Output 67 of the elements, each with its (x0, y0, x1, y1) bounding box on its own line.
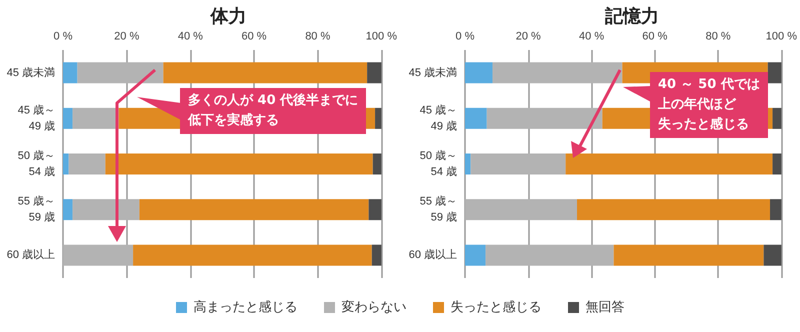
bar (139, 199, 369, 220)
legend-label: 失ったと感じる (450, 299, 542, 316)
y-tick-label: 45 歳未満 (408, 66, 457, 79)
bar (465, 199, 578, 220)
annotation: 多くの人が 40 代後半までに (188, 92, 358, 110)
y-tick-label: 55 歳～ 59 歳 (420, 194, 457, 224)
bar (465, 108, 487, 129)
bar (63, 199, 73, 220)
bar (764, 244, 782, 266)
annotation: 低下を実感する (188, 112, 280, 130)
annotation: 失ったと感じる (658, 116, 750, 134)
y-tick-label: 50 歳～ 54 歳 (18, 149, 55, 178)
bar (470, 154, 566, 174)
legend-label: 変わらない (342, 299, 406, 316)
y-tick-label: 50 歳～ 54 歳 (420, 149, 457, 178)
bar (105, 154, 373, 174)
y-tick-label: 60 歳以上 (408, 248, 457, 262)
x-tick-label: 80 % (305, 30, 330, 42)
bar (577, 199, 770, 220)
x-tick-label: 100 % (366, 30, 398, 42)
x-tick-label: 80 % (706, 30, 731, 42)
annotation: 40 ～ 50 代では (658, 76, 760, 94)
legend-label: 無回答 (586, 299, 624, 316)
bar (772, 154, 782, 174)
y-tick-label: 45 歳～ 49 歳 (18, 103, 55, 132)
x-tick-label: 100 % (766, 30, 798, 42)
bar (465, 154, 471, 174)
x-tick-label: 0 % (54, 30, 73, 42)
x-tick-label: 60 % (642, 30, 668, 42)
bar (486, 244, 614, 266)
chart-title: 体力 (210, 6, 246, 26)
bar (63, 244, 134, 266)
bar (63, 108, 73, 129)
bar (770, 199, 782, 220)
x-tick-label: 60 % (242, 30, 267, 42)
bar (68, 154, 106, 174)
x-tick-label: 20 % (516, 30, 542, 42)
y-tick-label: 45 歳～ 49 歳 (420, 103, 457, 132)
bar (63, 62, 78, 84)
bar (566, 154, 773, 174)
bar (772, 108, 782, 129)
bar (372, 154, 382, 174)
bar (768, 62, 782, 84)
x-tick-label: 20 % (114, 30, 140, 42)
x-tick-label: 40 % (178, 30, 204, 42)
bar (367, 62, 382, 84)
bar (163, 62, 368, 84)
bar (133, 244, 372, 266)
chart-title: 記憶力 (604, 6, 659, 26)
x-tick-label: 40 % (579, 30, 604, 42)
bar (465, 62, 493, 84)
bar (77, 62, 164, 84)
bar (375, 108, 382, 129)
bar (486, 108, 602, 129)
y-tick-label: 45 歳未満 (6, 66, 55, 79)
bar (63, 154, 69, 174)
bar (614, 244, 764, 266)
bar (368, 199, 382, 220)
x-tick-label: 0 % (456, 30, 475, 42)
bar (492, 62, 622, 84)
bar (465, 244, 486, 266)
y-tick-label: 60 歳以上 (6, 248, 55, 262)
bar (372, 244, 382, 266)
y-tick-label: 55 歳～ 59 歳 (18, 194, 55, 224)
annotation: 上の年代ほど (658, 96, 737, 114)
bar (72, 199, 140, 220)
legend-label: 高まったと感じる (194, 299, 298, 316)
